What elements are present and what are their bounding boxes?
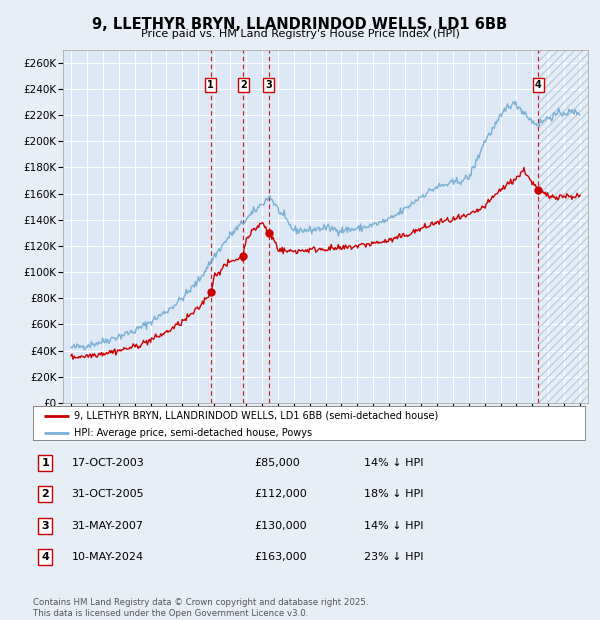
Text: 4: 4 [535, 80, 541, 90]
Text: 31-OCT-2005: 31-OCT-2005 [71, 489, 144, 499]
Text: 3: 3 [265, 80, 272, 90]
Text: £130,000: £130,000 [254, 521, 307, 531]
Text: 4: 4 [41, 552, 49, 562]
Text: Contains HM Land Registry data © Crown copyright and database right 2025.
This d: Contains HM Land Registry data © Crown c… [33, 598, 368, 618]
Text: £112,000: £112,000 [254, 489, 307, 499]
Text: 2: 2 [240, 80, 247, 90]
Text: Price paid vs. HM Land Registry's House Price Index (HPI): Price paid vs. HM Land Registry's House … [140, 29, 460, 38]
Text: HPI: Average price, semi-detached house, Powys: HPI: Average price, semi-detached house,… [74, 428, 313, 438]
Text: 14% ↓ HPI: 14% ↓ HPI [364, 458, 424, 468]
Text: 9, LLETHYR BRYN, LLANDRINDOD WELLS, LD1 6BB (semi-detached house): 9, LLETHYR BRYN, LLANDRINDOD WELLS, LD1 … [74, 410, 439, 420]
Text: £85,000: £85,000 [254, 458, 299, 468]
Text: 14% ↓ HPI: 14% ↓ HPI [364, 521, 424, 531]
Text: 2: 2 [41, 489, 49, 499]
Text: 3: 3 [41, 521, 49, 531]
Text: 23% ↓ HPI: 23% ↓ HPI [364, 552, 424, 562]
Text: 9, LLETHYR BRYN, LLANDRINDOD WELLS, LD1 6BB: 9, LLETHYR BRYN, LLANDRINDOD WELLS, LD1 … [92, 17, 508, 32]
Text: 1: 1 [208, 80, 214, 90]
Text: 18% ↓ HPI: 18% ↓ HPI [364, 489, 424, 499]
Text: £163,000: £163,000 [254, 552, 307, 562]
Text: 17-OCT-2003: 17-OCT-2003 [71, 458, 145, 468]
Text: 31-MAY-2007: 31-MAY-2007 [71, 521, 143, 531]
Text: 1: 1 [41, 458, 49, 468]
Text: 10-MAY-2024: 10-MAY-2024 [71, 552, 144, 562]
